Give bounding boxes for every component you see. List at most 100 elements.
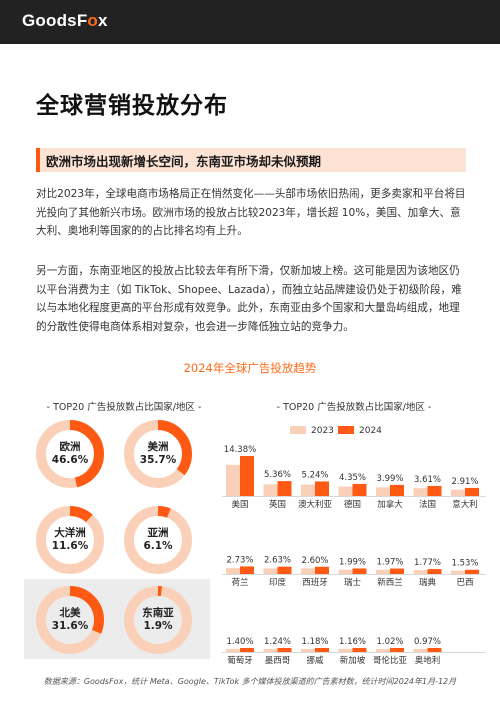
- region-percent: 6.1%: [143, 540, 173, 552]
- paragraph-2: 另一方面，东南亚地区的投放占比较去年有所下滑，仅新加坡上榜。这可能是因为该地区仍…: [36, 265, 462, 333]
- bar-2024: [390, 648, 404, 652]
- subtitle-banner: 欧洲市场出现新增长空间，东南亚市场却未似预期: [36, 148, 466, 172]
- category-label: 哥伦比亚: [373, 655, 408, 666]
- donut-2: [36, 506, 104, 574]
- bar-2024: [427, 569, 442, 574]
- bar-value-label: 4.35%: [339, 473, 366, 483]
- donut-share-arc: [36, 506, 104, 574]
- category-label: 奥地利: [415, 655, 441, 666]
- donut-share-arc: [124, 586, 192, 654]
- bar-chart-caption: - TOP20 广告投放数占比国家/地区 -: [276, 402, 432, 413]
- donut-4: [36, 586, 104, 654]
- region-percent: 31.6%: [51, 620, 89, 632]
- region-percent: 11.6%: [51, 540, 89, 552]
- donut-share-arc: [36, 420, 104, 488]
- bar-2024: [390, 484, 404, 496]
- donut-caption: - TOP20 广告投放数占比国家/地区 -: [46, 402, 202, 413]
- bar-2023: [413, 648, 428, 652]
- bar-2023: [376, 487, 390, 496]
- bar-2024: [390, 568, 404, 574]
- bar-2024: [315, 481, 329, 496]
- region-name: 亚洲: [147, 527, 169, 539]
- category-label: 英国: [269, 499, 286, 510]
- bar-2024: [315, 648, 329, 652]
- bar-2024: [352, 648, 367, 652]
- bar-2024: [277, 481, 292, 496]
- bar-2023: [226, 648, 240, 652]
- bar-value-label: 1.53%: [451, 559, 478, 569]
- bar-value-label: 3.99%: [376, 474, 403, 484]
- bar-2024: [277, 648, 292, 652]
- bar-value-label: 3.61%: [414, 475, 441, 485]
- region-name: 北美: [59, 607, 81, 619]
- bar-value-label: 2.91%: [451, 477, 478, 487]
- bar-2023: [413, 570, 428, 574]
- section-title: 2024年全球广告投放趋势: [183, 361, 317, 375]
- goodsfox-logo[interactable]: GoodsFox: [22, 11, 108, 30]
- bar-value-label: 5.36%: [264, 470, 291, 480]
- category-label: 墨西哥: [265, 656, 291, 666]
- bar-2023: [338, 648, 353, 652]
- category-label: 法国: [419, 499, 436, 510]
- region-percent: 35.7%: [139, 454, 177, 466]
- donut-label: 大洋洲 11.6%: [36, 527, 104, 553]
- category-label: 德国: [344, 499, 361, 510]
- bar-value-label: 1.02%: [376, 637, 403, 647]
- bar-2023: [376, 648, 390, 652]
- bar-2023: [413, 488, 428, 496]
- bar-2023: [338, 569, 353, 574]
- category-label: 西班牙: [302, 577, 328, 588]
- category-label: 澳大利亚: [298, 499, 333, 510]
- legend-swatch-2024: [338, 426, 354, 434]
- bar-2023: [226, 464, 240, 496]
- donut-share-arc: [124, 506, 192, 574]
- category-label: 美国: [231, 499, 248, 510]
- bar-value-label: 1.16%: [339, 637, 366, 647]
- bar-2024: [315, 566, 329, 574]
- bar-2023: [338, 486, 353, 496]
- donut-1: [124, 420, 192, 488]
- category-label: 瑞士: [344, 577, 362, 588]
- bar-value-label: 5.24%: [301, 470, 328, 480]
- bar-2023: [301, 648, 315, 652]
- donut-3: [124, 506, 192, 574]
- donut-share-arc: [36, 586, 104, 654]
- region-percent: 1.9%: [143, 620, 173, 632]
- bar-2023: [451, 489, 465, 496]
- category-label: 新加坡: [340, 655, 366, 666]
- paragraph-1: 对比2023年，全球电商市场格局正在悄然变化——头部市场依旧热闹，更多卖家和平台…: [36, 188, 466, 237]
- region-name: 欧洲: [59, 441, 81, 453]
- region-name: 大洋洲: [54, 527, 86, 539]
- donut-label: 北美 31.6%: [36, 607, 104, 633]
- bar-2024: [352, 568, 367, 574]
- bar-2023: [301, 484, 315, 496]
- bar-2024: [465, 487, 479, 496]
- region-name: 东南亚: [142, 607, 174, 619]
- bar-2024: [277, 566, 292, 574]
- bar-value-label: 14.38%: [224, 445, 256, 455]
- bar-value-label: 1.99%: [339, 557, 366, 567]
- category-label: 瑞典: [419, 577, 437, 588]
- category-label: 挪威: [306, 655, 324, 666]
- bar-2024: [240, 456, 254, 496]
- bar-value-label: 1.40%: [226, 637, 253, 647]
- bar-value-label: 1.97%: [376, 558, 403, 568]
- bar-2023: [301, 568, 315, 574]
- bar-2023: [263, 484, 278, 496]
- bar-chart: 14.38% 美国 5.36% 英国 5.24% 澳大利亚 4.35% 德国 3.99% 加拿大 3…: [222, 445, 486, 666]
- bar-value-label: 1.24%: [264, 637, 291, 647]
- bar-2024: [240, 566, 254, 574]
- region-name: 美洲: [147, 441, 169, 453]
- donut-label: 亚洲 6.1%: [124, 527, 192, 553]
- bar-value-label: 1.18%: [301, 637, 328, 647]
- bar-2024: [352, 483, 367, 496]
- category-label: 葡萄牙: [227, 655, 253, 666]
- bar-2023: [226, 568, 240, 574]
- category-label: 新西兰: [377, 577, 403, 588]
- top-bar: GoodsFox: [0, 0, 500, 44]
- donut-label: 欧洲 46.6%: [36, 441, 104, 467]
- donut-share-arc: [124, 420, 192, 488]
- legend-2024: 2024: [338, 426, 382, 436]
- bar-2023: [451, 570, 465, 574]
- page-title: 全球营销投放分布: [36, 93, 228, 119]
